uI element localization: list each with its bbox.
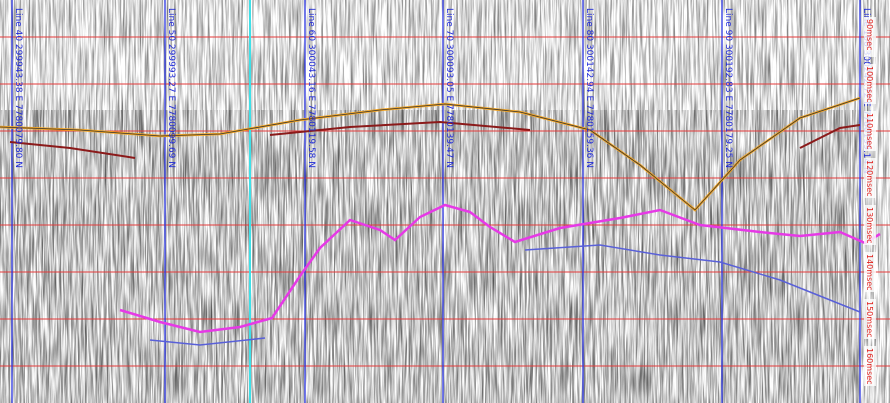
trace-label: Line 50 299993.27 E 7780099.69 N [166,8,176,168]
time-label: 90msec [865,19,874,50]
time-label: 160msec [865,348,874,385]
trace-label: Line 40 299943.38 E 7780079.80 N [13,8,23,168]
time-label: 110msec [865,113,874,150]
seismic-section: Line 40 299943.38 E 7780079.80 N Line 50 … [0,0,890,403]
trace-label: Line 80 300142.94 E 7780159.36 N [584,8,594,168]
trace-label: Line 60 300043.16 E 7780119.58 N [306,8,316,168]
seismic-view: Line 40 299943.38 E 7780079.80 N Line 50 … [0,0,890,403]
time-label: 120msec [865,160,874,197]
time-label: 140msec [865,254,874,291]
trace-label: Line 90 300192.83 E 7780179.25 N [723,8,733,168]
time-label: 100msec [865,66,874,103]
trace-label: Line 70 300093.05 E 7780139.47 N [444,8,454,168]
time-label: 150msec [865,301,874,338]
time-label: 130msec [865,207,874,244]
